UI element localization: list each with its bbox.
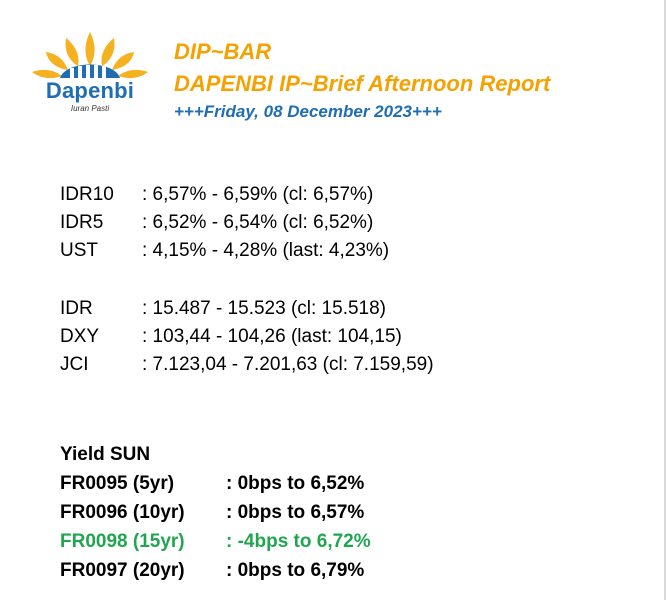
yield-row-fr0097: FR0097 (20yr) : 0bps to 6,79%	[60, 556, 371, 585]
rate-row-idr: IDR : 15.487 - 15.523 (cl: 15.518)	[60, 295, 434, 323]
dapenbi-logo: Dapenbi Iuran Pasti	[26, 26, 154, 130]
report-subtitle: DAPENBI IP~Brief Afternoon Report	[174, 71, 551, 96]
report-title: DIP~BAR	[174, 39, 272, 64]
sun-rays-icon	[32, 32, 148, 79]
rate-value: : 15.487 - 15.523 (cl: 15.518)	[142, 298, 386, 319]
yield-value: : 0bps to 6,79%	[226, 560, 365, 581]
rate-label: IDR10	[60, 184, 114, 205]
yield-label: FR0095 (5yr)	[60, 473, 175, 494]
yield-value: : 0bps to 6,52%	[226, 473, 365, 494]
rate-row-dxy: DXY : 103,44 - 104,26 (last: 104,15)	[60, 323, 434, 351]
yield-row-fr0098: FR0098 (15yr) : -4bps to 6,72%	[60, 527, 371, 556]
rate-label: JCI	[60, 354, 89, 375]
rate-row-ust: UST : 4,15% - 4,28% (last: 4,23%)	[60, 237, 389, 265]
rate-row-idr5: IDR5 : 6,52% - 6,54% (cl: 6,52%)	[60, 209, 389, 237]
report-header: DIP~BAR DAPENBI IP~Brief Afternoon Repor…	[174, 36, 550, 124]
logo-tagline: Iuran Pasti	[70, 104, 110, 113]
rate-label: DXY	[60, 326, 100, 347]
rates-group-bonds: IDR10 : 6,57% - 6,59% (cl: 6,57%) IDR5 :…	[60, 181, 389, 265]
yield-section-title: Yield SUN	[60, 444, 151, 465]
yield-label: FR0097 (20yr)	[60, 560, 185, 581]
report-date: +++Friday, 08 December 2023+++	[174, 102, 442, 121]
rate-label: UST	[60, 240, 98, 261]
yield-value: : 0bps to 6,57%	[226, 502, 365, 523]
yield-sun-section: Yield SUN FR0095 (5yr) : 0bps to 6,52% F…	[60, 440, 371, 585]
rate-label: IDR	[60, 298, 93, 319]
rates-group-markets: IDR : 15.487 - 15.523 (cl: 15.518) DXY :…	[60, 295, 434, 379]
rate-value: : 6,52% - 6,54% (cl: 6,52%)	[142, 212, 374, 233]
rate-value: : 4,15% - 4,28% (last: 4,23%)	[142, 240, 390, 261]
rate-label: IDR5	[60, 212, 104, 233]
yield-label: FR0096 (10yr)	[60, 502, 185, 523]
rate-value: : 103,44 - 104,26 (last: 104,15)	[142, 326, 402, 347]
rate-value: : 7.123,04 - 7.201,63 (cl: 7.159,59)	[142, 354, 434, 375]
yield-row-fr0095: FR0095 (5yr) : 0bps to 6,52%	[60, 469, 371, 498]
yield-label: FR0098 (15yr)	[60, 531, 185, 552]
rate-value: : 6,57% - 6,59% (cl: 6,57%)	[142, 184, 374, 205]
yield-value: : -4bps to 6,72%	[226, 531, 371, 552]
right-border	[664, 0, 666, 600]
logo-wordmark: Dapenbi	[45, 78, 135, 103]
yield-row-fr0096: FR0096 (10yr) : 0bps to 6,57%	[60, 498, 371, 527]
rate-row-idr10: IDR10 : 6,57% - 6,59% (cl: 6,57%)	[60, 181, 389, 209]
rate-row-jci: JCI : 7.123,04 - 7.201,63 (cl: 7.159,59)	[60, 351, 434, 379]
